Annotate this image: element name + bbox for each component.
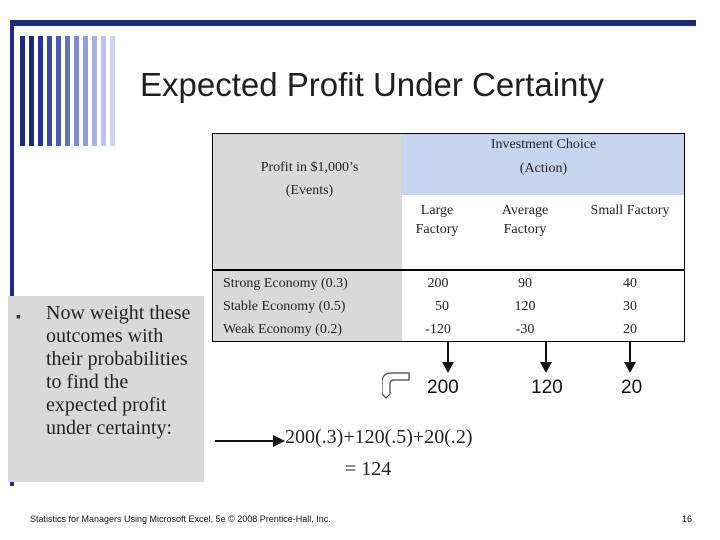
down-arrow-icon <box>624 362 636 373</box>
table-column-headers <box>402 195 685 270</box>
table-corner-cell <box>212 133 402 270</box>
down-arrow-icon <box>442 362 454 373</box>
event-label-weak: Weak Economy (0.2) <box>223 322 342 337</box>
choice-subtitle: (Action) <box>519 161 568 176</box>
table-cell: -120 <box>425 322 451 337</box>
table-cell: 20 <box>623 322 637 337</box>
max-value-small: 20 <box>621 377 643 398</box>
page-number: 16 <box>682 514 693 524</box>
down-arrow-shaft <box>545 342 547 364</box>
left-accent-bar <box>10 26 14 486</box>
table-cell: 30 <box>623 299 637 314</box>
table-values-area <box>402 270 685 342</box>
down-arrow-shaft <box>447 342 449 364</box>
right-arrow-shaft <box>215 440 275 442</box>
max-value-average: 120 <box>531 377 563 398</box>
table-divider <box>212 269 685 271</box>
slide-footer: Statistics for Managers Using Microsoft … <box>30 514 331 524</box>
side-note-panel <box>8 296 204 482</box>
table-cell: 200 <box>427 276 449 291</box>
right-arrow-icon <box>273 435 285 447</box>
table-cell: 40 <box>623 276 637 291</box>
slide-title: Expected Profit Under Certainty <box>140 66 605 103</box>
table-cell: 120 <box>514 299 536 314</box>
table-cell: 90 <box>518 276 532 291</box>
formula-result: = 124 <box>345 458 392 480</box>
choice-title: Investment Choice <box>490 137 597 152</box>
table-choice-header <box>402 133 685 195</box>
table-cell: -30 <box>515 322 535 337</box>
corner-title: Profit in $1,000’s <box>260 160 359 175</box>
top-accent-bar <box>10 20 696 26</box>
column-header-average: Average Factory <box>501 203 549 237</box>
down-arrow-icon <box>540 362 552 373</box>
column-header-small: Small Factory <box>590 203 670 218</box>
table-cell: 50 <box>435 299 449 314</box>
corner-subtitle: (Events) <box>285 183 334 198</box>
bullet-icon: ▪ <box>16 308 21 324</box>
curved-arrow-icon <box>382 372 410 399</box>
event-label-strong: Strong Economy (0.3) <box>223 276 348 291</box>
table-events-column <box>212 270 402 342</box>
event-label-stable: Stable Economy (0.5) <box>223 299 346 314</box>
down-arrow-shaft <box>629 342 631 364</box>
column-header-large: Large Factory <box>415 203 459 237</box>
side-note-text: Now weight these outcomes with their pro… <box>46 302 191 439</box>
max-value-large: 200 <box>427 377 459 398</box>
formula-expression: 200(.3)+120(.5)+20(.2) <box>285 426 473 448</box>
